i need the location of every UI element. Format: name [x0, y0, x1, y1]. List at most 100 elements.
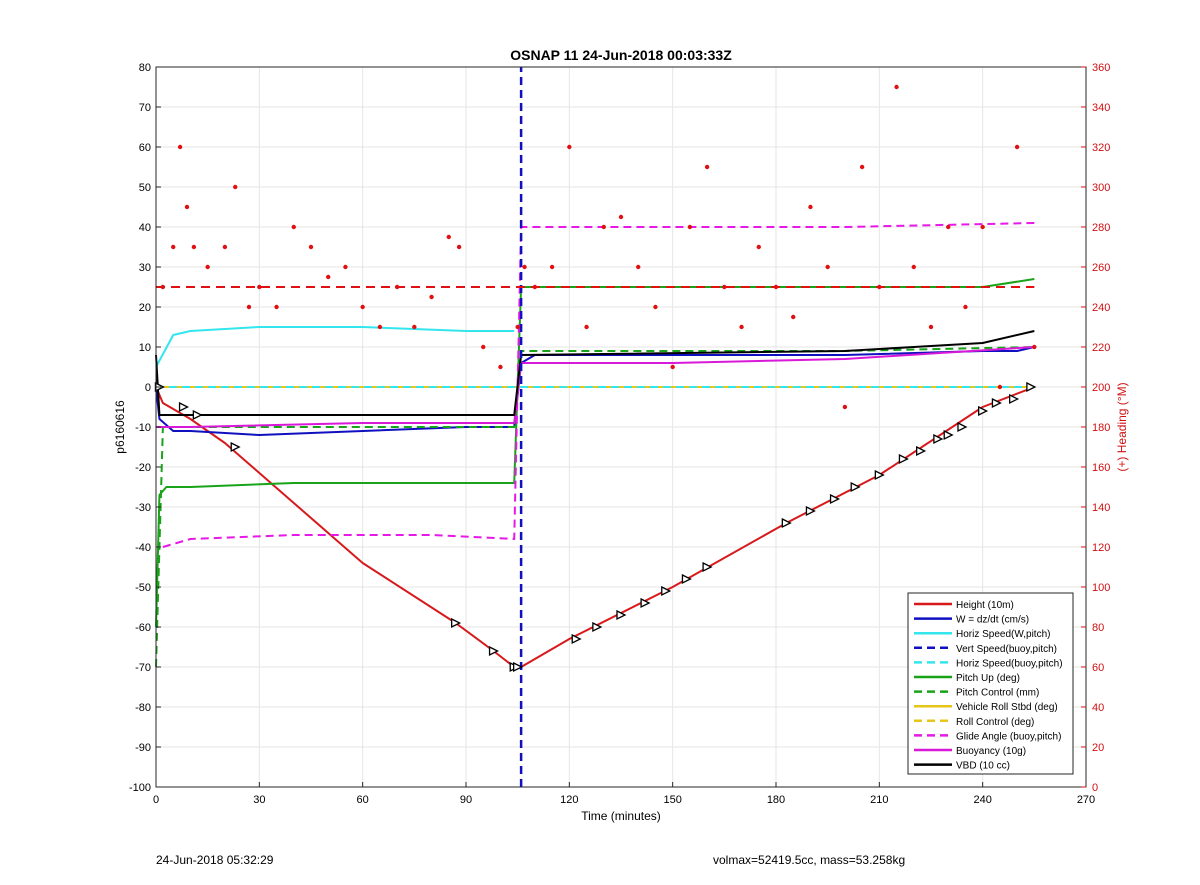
y-right-tick-label: 100: [1092, 582, 1110, 594]
heading-point: [756, 244, 761, 250]
legend-box: [907, 592, 1074, 775]
height-marker: [850, 481, 861, 493]
heading-point: [291, 224, 296, 230]
heading-point: [704, 164, 710, 170]
y-right-tick-label: 220: [1092, 342, 1110, 354]
heading-point: [456, 244, 462, 250]
x-tick-label: 240: [973, 794, 991, 806]
y-right-tick-label: 260: [1092, 262, 1110, 274]
y-tick-label: -30: [135, 502, 151, 514]
chart-title: OSNAP 11 24-Jun-2018 00:03:33Z: [510, 47, 732, 63]
heading-point: [233, 184, 238, 190]
height-marker: [592, 621, 603, 633]
y-tick-label: -100: [129, 782, 151, 794]
heading-point: [1032, 344, 1037, 350]
y-right-tick-label: 20: [1092, 742, 1104, 754]
y-tick-label: -90: [135, 742, 151, 754]
height-marker: [178, 401, 190, 413]
x-tick-label: 90: [460, 794, 472, 806]
y-axis-ticks: 80 70 60 50 40 30 20 10 0 -10 -20 -30 -40 -50 -60 -70 -8…: [129, 62, 161, 794]
heading-point: [980, 224, 985, 230]
y-right-axis-label: (+) Heading (°M): [1115, 382, 1129, 471]
x-tick-label: 0: [153, 794, 159, 806]
height-marker: [640, 597, 651, 609]
heading-point: [894, 84, 899, 90]
heading-point: [429, 294, 434, 300]
height-marker: [943, 429, 954, 441]
heading-point: [739, 324, 744, 330]
heading-point: [326, 274, 331, 280]
height-marker: [781, 517, 792, 529]
y-right-tick-label: 140: [1092, 502, 1110, 514]
y-right-tick-label: 60: [1092, 662, 1104, 674]
heading-point: [171, 244, 176, 250]
heading-point: [177, 144, 183, 150]
y-tick-label: -60: [135, 622, 151, 634]
x-tick-label: 30: [253, 794, 265, 806]
y-right-tick-label: 360: [1092, 62, 1110, 74]
legend-label: Vert Speed(buoy,pitch): [956, 644, 1057, 655]
heading-point: [412, 324, 417, 330]
height-marker: [957, 421, 968, 433]
heading-points: [160, 84, 1037, 410]
series-vbd-10-cc-line: [155, 330, 1035, 416]
heading-point: [222, 244, 228, 250]
heading-point: [184, 204, 190, 210]
height-marker: [451, 617, 462, 629]
y-tick-label: -50: [135, 582, 151, 594]
height-marker: [1009, 393, 1020, 405]
heading-point: [1014, 144, 1020, 150]
heading-point: [498, 364, 503, 370]
y-tick-label: 10: [139, 342, 151, 354]
height-marker: [230, 441, 241, 453]
y-right-tick-label: 320: [1092, 142, 1110, 154]
series-pitch-up-deg-line: [155, 278, 1035, 628]
y-tick-label: 0: [145, 382, 151, 394]
height-marker: [513, 661, 524, 673]
legend-label: Roll Control (deg): [956, 717, 1034, 728]
y-right-tick-label: 300: [1092, 182, 1110, 194]
y-tick-label: -70: [135, 662, 151, 674]
height-marker: [616, 609, 627, 621]
heading-point: [515, 324, 520, 330]
heading-point: [549, 264, 555, 270]
height-marker: [571, 633, 582, 645]
x-tick-label: 120: [560, 794, 578, 806]
heading-point: [791, 314, 796, 320]
heading-point: [191, 244, 197, 250]
legend-label: Vehicle Roll Stbd (deg): [956, 702, 1058, 713]
height-marker: [933, 433, 944, 445]
heading-point: [653, 304, 658, 310]
heading-point: [928, 324, 934, 330]
footer-info: volmax=52419.5cc, mass=53.258kg: [713, 853, 906, 867]
heading-point: [377, 324, 383, 330]
y-tick-label: 70: [139, 102, 151, 114]
y-right-tick-label: 180: [1092, 422, 1110, 434]
y-right-axis-ticks: 3603403203002802602402202001801601401201…: [1081, 62, 1110, 794]
y-right-tick-label: 0: [1092, 782, 1098, 794]
y-tick-label: 20: [139, 302, 151, 314]
y-right-tick-label: 40: [1092, 702, 1104, 714]
y-axis-label: p6160616: [113, 400, 127, 454]
series-glide-angle-buoy-pitch-line: [162, 222, 1035, 548]
height-marker: [898, 453, 909, 465]
y-tick-label: 40: [139, 222, 151, 234]
heading-point: [687, 224, 693, 230]
heading-point: [636, 264, 641, 270]
x-tick-label: 210: [870, 794, 888, 806]
heading-point: [842, 404, 848, 410]
x-tick-label: 180: [767, 794, 785, 806]
heading-point: [481, 344, 486, 350]
heading-point: [963, 304, 968, 310]
height-marker: [916, 445, 927, 457]
heading-point: [274, 304, 279, 310]
marker-layer: [154, 381, 1037, 673]
y-right-tick-label: 80: [1092, 622, 1104, 634]
height-marker: [702, 561, 713, 573]
x-tick-label: 150: [663, 794, 681, 806]
height-marker: [681, 573, 692, 585]
y-right-tick-label: 340: [1092, 102, 1110, 114]
height-marker: [829, 493, 841, 505]
height-marker: [874, 469, 885, 481]
